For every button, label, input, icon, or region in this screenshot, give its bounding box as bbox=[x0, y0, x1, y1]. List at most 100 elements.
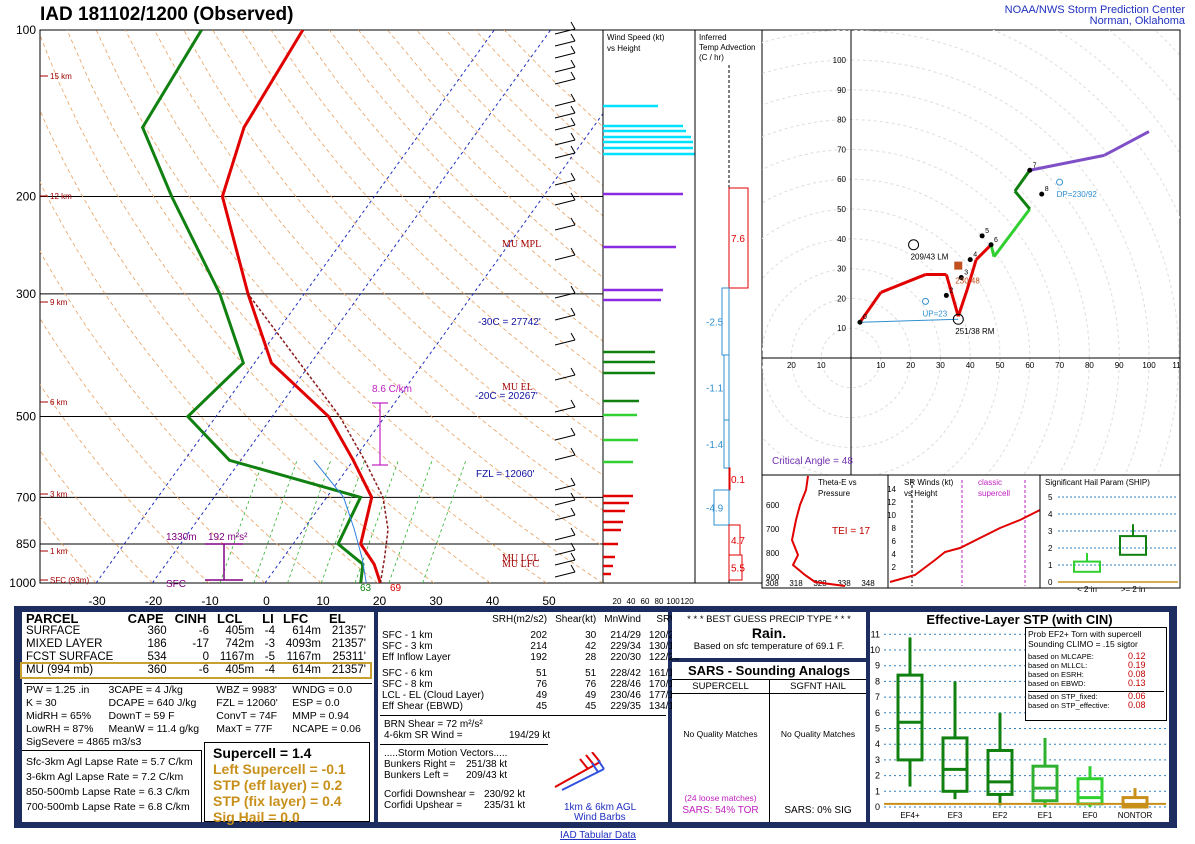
stp-prob-item: based on MLCAPE: 0.12 bbox=[1028, 652, 1164, 662]
hodo-segment bbox=[1029, 153, 1105, 172]
org-location: Norman, Oklahoma bbox=[1090, 15, 1186, 27]
pressure-label: 100 bbox=[16, 23, 36, 37]
temperature-tick-label: 50 bbox=[542, 594, 556, 608]
kin-shear: 49 bbox=[585, 690, 597, 701]
wind-axis-label: 80 bbox=[655, 597, 664, 606]
wind-barb-flag bbox=[570, 527, 576, 536]
parcel-lcl: 1167m bbox=[219, 651, 255, 663]
wind-barb-staff bbox=[554, 514, 576, 521]
hodo-x-label: 20 bbox=[906, 361, 915, 370]
temperature-tick-label: 20 bbox=[373, 594, 387, 608]
kin-srh: 45 bbox=[535, 701, 548, 712]
hodo-height-label: 4 bbox=[973, 252, 977, 259]
index-row: MidRH = 65% DownT = 59 F ConvT = 74F MMP = … bbox=[22, 710, 372, 723]
advection-title-2: Temp Advection bbox=[699, 43, 755, 52]
wind-barb-staff bbox=[554, 559, 576, 566]
stp-y-label: 7 bbox=[875, 692, 880, 702]
parcel-name: FCST SURFACE bbox=[26, 651, 114, 663]
pressure-label: 850 bbox=[16, 537, 36, 551]
lcl-header: LCL bbox=[217, 611, 243, 626]
supercell-value: Supercell = 1.4 bbox=[213, 745, 312, 761]
index-row: LowRH = 87% MeanW = 11.4 g/kg MaxT = 77F NC… bbox=[22, 723, 372, 736]
hodo-x-label: 10 bbox=[876, 361, 885, 370]
hodo-point bbox=[857, 319, 863, 325]
kin-row: LCL - EL (Cloud Layer) 49 49 230/46 177/17 bbox=[378, 690, 684, 701]
corfidi-downshear: Corfidi Downshear = 230/92 kt bbox=[384, 789, 546, 800]
sr-winds-panel: SR Winds (kt) vs Height classic supercel… bbox=[887, 474, 1041, 589]
hodo-ring-label: 60 bbox=[837, 175, 846, 184]
ship-x-label: >= 2 in bbox=[1121, 585, 1145, 594]
hodo-ring-label: 90 bbox=[837, 86, 846, 95]
eff-inflow-srh: 192 m²s² bbox=[208, 532, 248, 543]
parcel-cape: 534 bbox=[147, 651, 167, 663]
advection-box bbox=[728, 187, 749, 289]
advection-box bbox=[713, 489, 730, 526]
index-fzl: FZL = 12060' bbox=[216, 697, 278, 709]
index-row: K = 30 DCAPE = 640 J/kg FZL = 12060' ESP = … bbox=[22, 697, 372, 710]
mean-wind-label: 230/48 bbox=[955, 277, 980, 286]
kin-mnwind: 230/46 bbox=[610, 690, 641, 701]
kin-mnwind: 229/34 bbox=[610, 641, 641, 652]
mixing-ratio-line bbox=[219, 460, 264, 583]
sr-wind-4-6km: 4-6km SR Wind = 194/29 kt bbox=[384, 730, 664, 741]
chart-title: IAD 181102/1200 (Observed) bbox=[40, 4, 294, 25]
parcel-panel: PARCEL CAPE CINH LCL LI LFC EL SURFACE 36… bbox=[20, 611, 374, 825]
parcel-lcl: 405m bbox=[225, 664, 255, 676]
mixing-ratio-line bbox=[388, 460, 433, 583]
hodo-height-label: 2 bbox=[949, 287, 953, 294]
parcel-row-mu: MU (994 mb) 360 -6 405m -4 614m 21357' bbox=[20, 662, 372, 679]
advection-value: 7.6 bbox=[731, 234, 745, 245]
kin-layer: Eff Inflow Layer bbox=[382, 652, 451, 663]
sr-height-label: 10 bbox=[887, 511, 896, 520]
parcel-lfc: 4093m bbox=[285, 638, 321, 650]
lapse-700-500: 700-500mb Lapse Rate = 6.8 C/km bbox=[26, 800, 201, 815]
hodo-segment bbox=[975, 243, 993, 261]
left-mover-marker bbox=[908, 239, 920, 251]
mnwind-header: MnWind bbox=[604, 614, 641, 625]
parcel-lcl: 405m bbox=[225, 625, 255, 637]
stp-prob-box: Prob EF2+ Torn with supercell Sounding C… bbox=[1025, 627, 1167, 721]
sr-wind-label: 4-6km SR Wind = bbox=[384, 730, 463, 741]
stp-fix-value: STP (fix layer) = 0.4 bbox=[213, 793, 342, 809]
tabular-data-link[interactable]: IAD Tabular Data bbox=[560, 830, 636, 841]
mu-lcl-label: MU LCL bbox=[502, 553, 540, 564]
wind-barb-staff bbox=[554, 374, 576, 381]
advection-value: -1.4 bbox=[706, 440, 724, 451]
lapse-rate-label: 8.6 C/km bbox=[372, 384, 412, 395]
kin-mnwind: 228/42 bbox=[610, 668, 641, 679]
wind-barb-staff bbox=[554, 28, 576, 35]
dry-adiabat-line bbox=[66, 30, 547, 583]
downshear-label: DP=230/92 bbox=[1057, 190, 1098, 199]
li-header: LI bbox=[262, 611, 274, 626]
ship-panel: Significant Hail Param (SHIP) 5 4 3 2 1 0 < 2 … bbox=[1039, 474, 1181, 594]
kin-layer: SFC - 1 km bbox=[382, 630, 433, 641]
wind-barb-staff bbox=[554, 152, 576, 159]
wind-barb-flag bbox=[570, 145, 576, 154]
hodo-point bbox=[1027, 167, 1033, 173]
wetbulb-trace bbox=[313, 459, 367, 583]
kin-layer: SFC - 6 km bbox=[382, 668, 433, 679]
pressure-label: 500 bbox=[16, 410, 36, 424]
stp-prob-value: 0.08 bbox=[1128, 669, 1146, 679]
stp-prob-label: based on EBWD: bbox=[1028, 679, 1086, 688]
advection-value: -4.9 bbox=[706, 504, 724, 515]
hodo-segment bbox=[858, 291, 883, 324]
sars-tor: SARS: 54% TOR bbox=[682, 805, 759, 816]
parcel-name: SURFACE bbox=[26, 625, 81, 637]
advection-title-3: (C / hr) bbox=[699, 53, 724, 62]
lapse-3-6km: 3-6km Agl Lapse Rate = 7.2 C/km bbox=[26, 770, 201, 785]
sr-wind-value: 194/29 kt bbox=[509, 730, 551, 741]
index-dcape: DCAPE = 640 J/kg bbox=[108, 697, 197, 709]
bunkers-left-value: 209/43 kt bbox=[466, 770, 508, 781]
stp-box bbox=[1031, 764, 1059, 803]
height-label: 12 km bbox=[50, 192, 72, 201]
mixing-ratio-line bbox=[253, 460, 298, 583]
temperature-tick-label: 10 bbox=[316, 594, 330, 608]
precip-type-panel: * * * BEST GUESS PRECIP TYPE * * * Rain.… bbox=[672, 612, 866, 658]
sars-hail-header: SGFNT HAIL bbox=[770, 680, 866, 694]
hodo-height-label: 5 bbox=[985, 228, 989, 235]
wind-barb-flag bbox=[570, 93, 576, 102]
srh-header: SRH(m2/s2) bbox=[492, 614, 548, 625]
